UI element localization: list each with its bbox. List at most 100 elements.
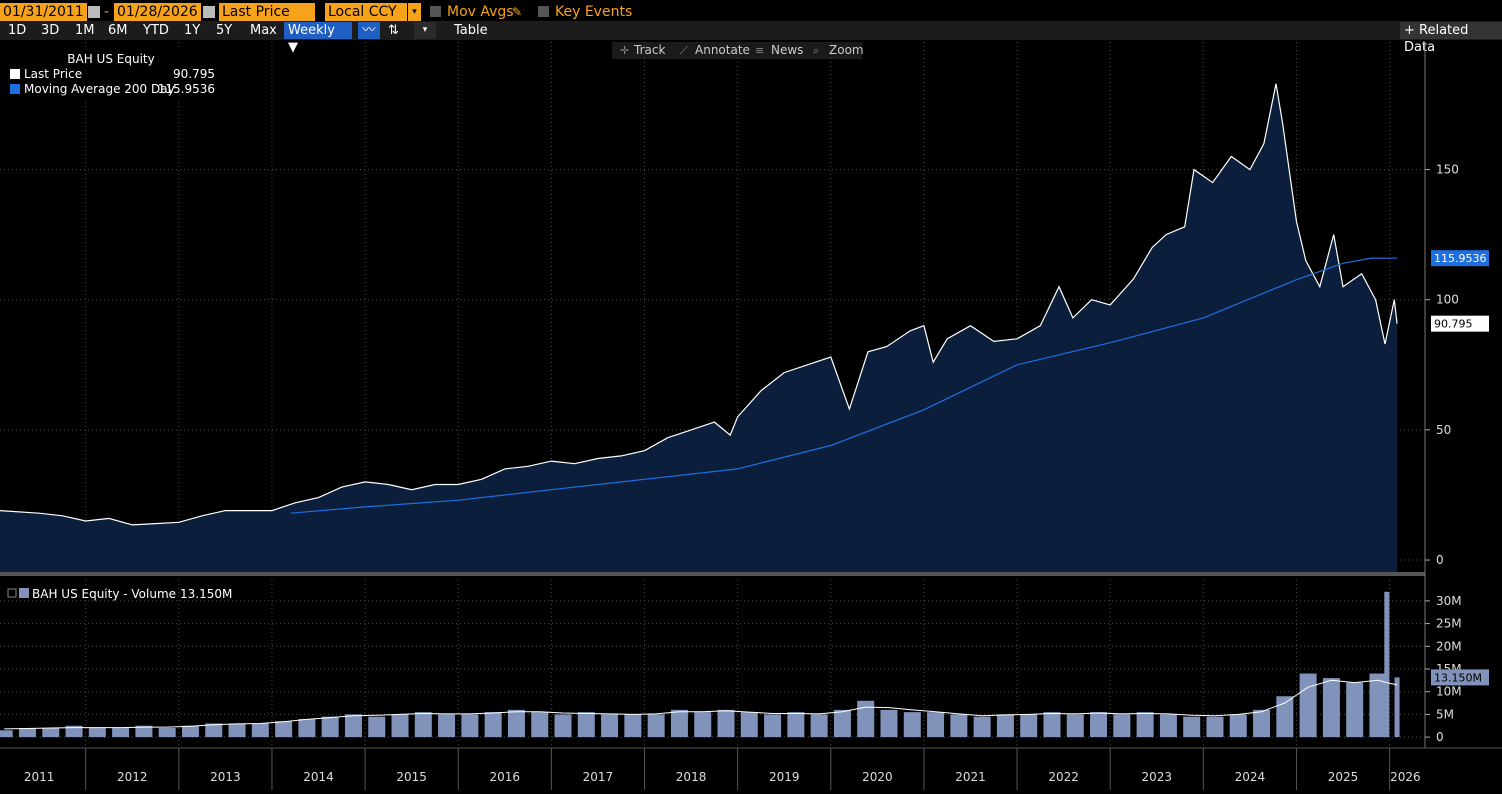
tool-button[interactable]: Track <box>633 43 665 57</box>
track-icon[interactable]: ✛ <box>620 44 629 57</box>
key-events[interactable]: Key Events <box>555 4 633 20</box>
volume-bar <box>787 712 805 738</box>
last-value-tag <box>1431 250 1489 267</box>
related-data[interactable]: + Related Data <box>1400 22 1502 55</box>
volume-bar <box>135 725 153 738</box>
range-button[interactable]: 1D <box>8 23 27 38</box>
volume-bar <box>717 709 735 738</box>
x-tick-label: 2026 <box>1390 770 1421 784</box>
price-line <box>0 83 1398 526</box>
end-date[interactable]: 01/28/2026 <box>114 3 201 21</box>
edit-icon[interactable]: ✎ <box>512 5 523 19</box>
calendar-icon[interactable] <box>88 6 100 18</box>
x-tick-label: 2023 <box>1141 770 1172 784</box>
range-button[interactable]: Max <box>250 23 277 38</box>
y-tick-label: 150 <box>1436 163 1459 177</box>
volume-bar <box>996 714 1014 738</box>
x-tick-label: 2013 <box>210 770 241 784</box>
x-tick-label: 2017 <box>583 770 614 784</box>
volume-bar <box>158 728 176 738</box>
tool-button[interactable]: Zoom <box>829 43 864 57</box>
volume-bar <box>1276 696 1294 738</box>
range-button[interactable]: 5Y <box>216 23 233 38</box>
volume-bar <box>298 718 316 738</box>
volume-bar <box>973 716 991 738</box>
zoom-icon[interactable]: ⌕ <box>813 44 819 57</box>
news-icon[interactable]: ≡ <box>755 44 764 57</box>
volume-bar <box>368 716 386 738</box>
volume-bar <box>647 714 665 738</box>
volume-bar <box>1066 714 1084 738</box>
legend-marker <box>19 588 29 598</box>
volume-bar <box>484 712 502 738</box>
range-button[interactable]: 1M <box>75 23 95 38</box>
tool-button[interactable]: Annotate <box>695 43 750 57</box>
volume-bar <box>1113 714 1131 738</box>
volume-bar <box>1322 678 1340 738</box>
annotate-icon[interactable]: ⟋ <box>680 44 688 57</box>
range-button[interactable]: 3D <box>41 23 60 38</box>
line-chart-icon[interactable]: 〰 <box>358 22 380 39</box>
volume-bar <box>810 714 828 738</box>
y-tick-label: 10M <box>1436 685 1462 699</box>
x-tick-label: 2012 <box>117 770 148 784</box>
volume-bar <box>950 714 968 738</box>
calendar-icon[interactable] <box>203 6 215 18</box>
bar-chart-icon[interactable]: ⇅ <box>388 23 399 38</box>
x-tick-label: 2021 <box>955 770 986 784</box>
x-tick-label: 2018 <box>676 770 707 784</box>
legend-label: Last Price <box>24 67 82 81</box>
x-tick-label: 2025 <box>1328 770 1359 784</box>
more-icon[interactable]: ▾ <box>414 22 436 39</box>
tool-button[interactable]: News <box>771 43 803 57</box>
checkbox[interactable] <box>538 6 549 17</box>
chart: ✛ Track ⟋ Annotate ≡ News ⌕ Zoom 0 50 100 1… <box>0 42 1502 790</box>
legend-marker <box>10 84 20 94</box>
x-tick-label: 2016 <box>490 770 521 784</box>
legend-value: 90.795 <box>173 67 215 81</box>
range-button[interactable]: 6M <box>108 23 128 38</box>
x-tick-label: 2024 <box>1235 770 1266 784</box>
x-tick-label: 2019 <box>769 770 800 784</box>
range-button[interactable]: 1Y <box>184 23 201 38</box>
y-tick-label: 50 <box>1436 423 1451 437</box>
y-tick-label: 20M <box>1436 639 1462 653</box>
dropdown-arrow[interactable]: ▾ <box>408 3 421 21</box>
x-tick-label: 2014 <box>303 770 334 784</box>
legend-icon <box>7 588 17 598</box>
last-value-label: 13.150M <box>1434 671 1482 684</box>
range-button[interactable]: YTD <box>143 23 169 38</box>
volume-bar <box>18 728 36 738</box>
checkbox[interactable] <box>430 6 441 17</box>
x-tick-label: 2015 <box>396 770 427 784</box>
volume-average-line <box>4 679 1398 730</box>
table-button[interactable]: Table <box>454 23 488 38</box>
volume-bar <box>880 709 898 738</box>
volume-bar <box>1253 709 1271 738</box>
currency-select[interactable]: Local CCY <box>325 3 407 21</box>
legend-label: Moving Average 200 Day <box>24 82 175 96</box>
field-select[interactable]: Last Price <box>219 3 315 21</box>
volume-bar <box>414 712 432 738</box>
last-value-tag <box>1431 315 1489 332</box>
volume-bar <box>624 714 642 738</box>
volume-bar <box>1136 712 1154 738</box>
date-separator: - <box>104 4 110 20</box>
legend-title: BAH US Equity <box>67 52 154 66</box>
y-tick-label: 25M <box>1436 617 1462 631</box>
legend-value: 13.150M <box>180 587 232 601</box>
y-tick-label: 30M <box>1436 594 1462 608</box>
panel-divider[interactable] <box>0 572 1425 576</box>
last-value-tag <box>1431 669 1489 686</box>
volume-bar <box>65 725 83 738</box>
volume-bar <box>0 730 13 738</box>
volume-bar <box>1299 673 1317 738</box>
volume-bar <box>740 712 758 738</box>
volume-bar <box>857 700 875 738</box>
volume-bar <box>531 712 549 738</box>
volume-bar <box>1090 712 1108 738</box>
mov-avgs[interactable]: Mov Avgs <box>447 4 514 20</box>
start-date[interactable]: 01/31/2011 <box>0 3 87 21</box>
frequency-select[interactable]: Weekly ▼ <box>284 22 352 55</box>
volume-bar <box>205 723 223 738</box>
